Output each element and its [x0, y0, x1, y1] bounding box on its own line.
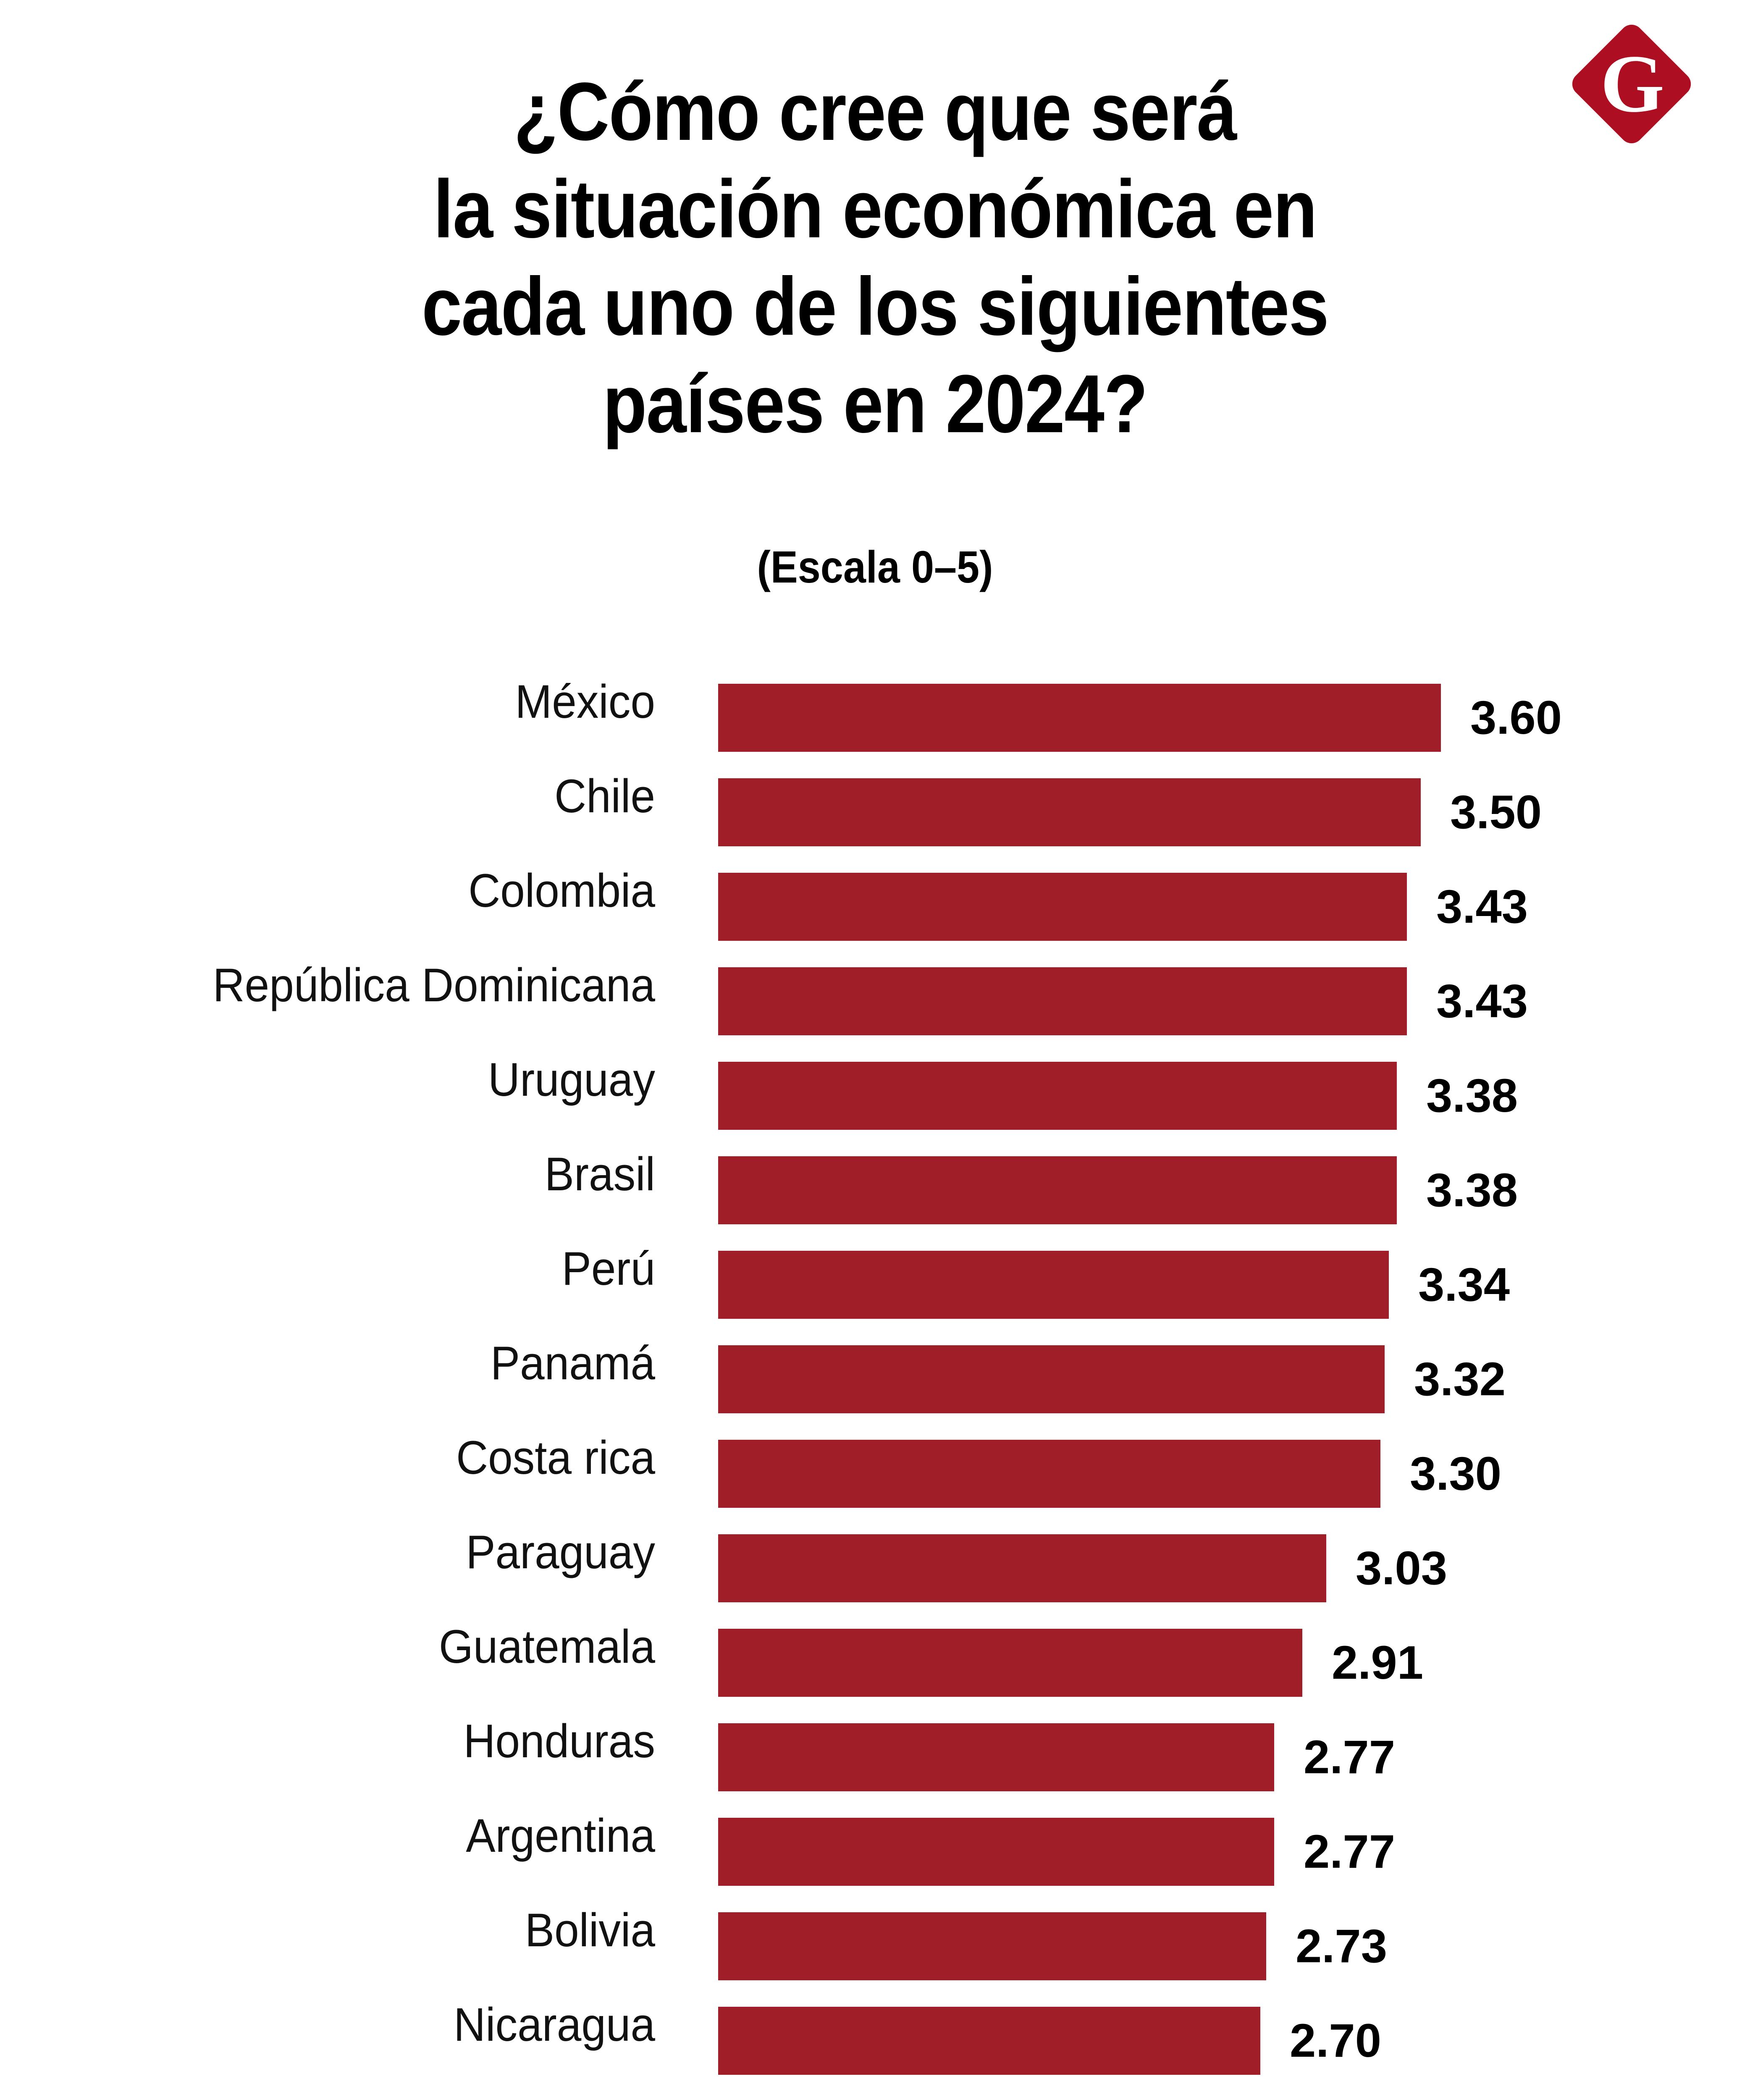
bar-row: Colombia 3.43	[0, 857, 1750, 951]
bar-track	[718, 1440, 1380, 1508]
title-line-1: ¿Cómo cree que será	[514, 66, 1237, 158]
country-label: Paraguay	[466, 1526, 655, 1578]
bar-fill	[718, 2007, 1260, 2075]
bar-track	[718, 1723, 1274, 1791]
bar-row: México 3.60	[0, 668, 1750, 762]
country-label: Costa rica	[456, 1431, 655, 1484]
title-line-4: países en 2024?	[603, 358, 1148, 450]
bar-fill	[718, 1818, 1274, 1886]
country-label: Uruguay	[488, 1053, 655, 1106]
bar-row: Panamá 3.32	[0, 1329, 1750, 1424]
bar-track	[718, 1912, 1266, 1980]
bar-track	[718, 1251, 1389, 1319]
bar-fill	[718, 1534, 1326, 1602]
bar-value-label: 3.43	[1436, 975, 1528, 1027]
bar-track	[718, 1818, 1274, 1886]
country-label: Guatemala	[439, 1620, 655, 1673]
bar-value-label: 3.60	[1470, 691, 1562, 744]
country-label: Brasil	[544, 1148, 655, 1200]
title-line-3: cada uno de los siguientes	[422, 260, 1329, 352]
bar-fill	[718, 967, 1407, 1035]
country-label: Argentina	[466, 1809, 655, 1862]
bar-row: Nicaragua 2.70	[0, 1991, 1750, 2085]
bar-fill	[718, 1912, 1266, 1980]
bar-value-label: 3.30	[1410, 1447, 1501, 1500]
bar-row: El salvador2.69	[0, 2085, 1750, 2100]
bar-track	[718, 1629, 1302, 1697]
bar-row: Honduras 2.77	[0, 1707, 1750, 1802]
bar-fill	[718, 1345, 1385, 1413]
country-label: Honduras	[463, 1715, 655, 1767]
bar-value-label: 2.77	[1304, 1731, 1395, 1783]
bar-row: Chile 3.50	[0, 762, 1750, 857]
bar-fill	[718, 1440, 1380, 1508]
country-label: México	[515, 675, 655, 728]
bar-value-label: 2.70	[1290, 2014, 1381, 2067]
bar-track	[718, 684, 1441, 752]
bar-value-label: 2.77	[1304, 1825, 1395, 1878]
bar-track	[718, 967, 1407, 1035]
bar-row: Argentina 2.77	[0, 1802, 1750, 1896]
bar-track	[718, 2007, 1260, 2075]
bar-value-label: 3.34	[1418, 1258, 1510, 1311]
bar-fill	[718, 778, 1421, 846]
bar-fill	[718, 1156, 1397, 1224]
bar-value-label: 3.38	[1426, 1164, 1518, 1216]
bar-fill	[718, 873, 1407, 941]
page-title: ¿Cómo cree que será la situación económi…	[0, 63, 1750, 453]
country-label: República Dominicana	[213, 959, 655, 1011]
chart-scale-subtitle: (Escala 0–5)	[757, 541, 993, 592]
bar-fill	[718, 1629, 1302, 1697]
country-label: El salvador	[39, 2085, 655, 2100]
bar-track	[718, 873, 1407, 941]
bar-fill	[718, 684, 1441, 752]
title-line-2: la situación económica en	[433, 163, 1317, 255]
bar-row: Perú 3.34	[0, 1235, 1750, 1329]
bar-value-label: 2.73	[1296, 1920, 1387, 1972]
bar-row: Guatemala 2.91	[0, 1613, 1750, 1707]
bar-value-label: 3.03	[1356, 1542, 1447, 1594]
country-label: Bolivia	[525, 1904, 655, 1956]
country-label: Chile	[554, 770, 655, 822]
bar-value-label: 3.38	[1426, 1069, 1518, 1122]
bar-value-label: 3.50	[1450, 786, 1542, 838]
bar-row: Costa rica 3.30	[0, 1424, 1750, 1518]
brand-logo: G	[1567, 20, 1696, 148]
bar-chart: México 3.60 Chile 3.50 Colombia 3.43 República…	[0, 668, 1750, 2100]
country-label: Perú	[561, 1242, 655, 1295]
bar-track	[718, 1534, 1326, 1602]
bar-track	[718, 1345, 1385, 1413]
bar-track	[718, 1062, 1397, 1130]
bar-row: República Dominicana 3.43	[0, 951, 1750, 1046]
bar-value-label: 3.32	[1414, 1353, 1506, 1405]
bar-track	[718, 1156, 1397, 1224]
bar-fill	[718, 1251, 1389, 1319]
bar-fill	[718, 1723, 1274, 1791]
bar-row: Paraguay 3.03	[0, 1518, 1750, 1613]
country-label: Colombia	[468, 864, 655, 917]
bar-fill	[718, 1062, 1397, 1130]
bar-row: Bolivia 2.73	[0, 1896, 1750, 1991]
bar-value-label: 2.91	[1332, 1636, 1423, 1689]
country-label: Nicaragua	[454, 1998, 655, 2051]
bar-row: Uruguay 3.38	[0, 1046, 1750, 1140]
bar-row: Brasil 3.38	[0, 1140, 1750, 1235]
country-label: Panamá	[490, 1337, 655, 1389]
bar-track	[718, 778, 1421, 846]
logo-letter-g: G	[1600, 38, 1664, 129]
bar-value-label: 3.43	[1436, 880, 1528, 933]
